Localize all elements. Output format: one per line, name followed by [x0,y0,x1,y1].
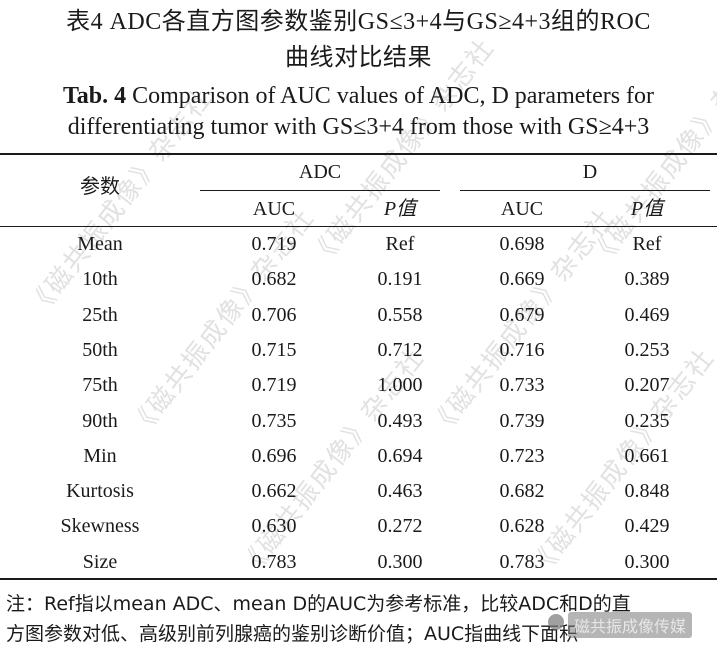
adc-auc-cell: 0.783 [251,550,297,573]
d-p-cell: 0.469 [624,303,670,326]
d-auc-cell: 0.682 [499,480,545,503]
adc-p-cell: Ref [385,233,415,255]
d-auc-cell: 0.669 [499,268,545,291]
table-title-english-line1: Tab. 4 Comparison of AUC values of ADC, … [0,81,717,112]
d-group-header: D [582,161,598,183]
adc-p-cell: 0.272 [377,515,423,538]
adc-auc-cell: 0.682 [251,268,297,291]
table-bottom-rule [0,578,717,580]
table-title-english-line1-text: Comparison of AUC values of ADC, D param… [126,83,655,109]
adc-group-rule [200,190,440,191]
d-p-cell: 0.300 [624,550,670,573]
d-auc-cell: 0.739 [499,409,545,432]
table-header-rule [0,226,717,227]
d-p-cell: 0.848 [624,480,670,503]
table-title-english: Tab. 4 Comparison of AUC values of ADC, … [0,81,717,143]
d-auc-header: AUC [500,198,544,220]
table-title-english-line2: differentiating tumor with GS≤3+4 from t… [67,114,650,140]
param-cell: 10th [82,268,118,291]
adc-p-cell: 0.558 [377,303,423,326]
d-group-rule [460,190,710,191]
d-p-header: P值 [630,198,664,220]
adc-p-cell: 0.191 [377,268,423,291]
param-cell: 75th [82,374,118,397]
d-p-cell: 0.389 [624,268,670,291]
d-p-cell: 0.429 [624,515,670,538]
d-p-cell: Ref [632,233,662,255]
brand-watermark: 磁共振成像传媒 [568,612,693,638]
adc-p-cell: 0.694 [377,444,423,467]
d-auc-cell: 0.698 [499,233,545,255]
adc-p-cell: 0.300 [377,550,423,573]
adc-auc-cell: 0.719 [251,233,297,255]
adc-p-cell: 0.463 [377,480,423,503]
table-top-rule [0,153,717,155]
adc-auc-cell: 0.630 [251,515,297,538]
wechat-icon [548,614,564,630]
adc-auc-cell: 0.696 [251,444,297,467]
adc-p-cell: 0.493 [377,409,423,432]
adc-auc-cell: 0.715 [251,338,297,361]
param-cell: 90th [82,409,118,432]
d-p-cell: 0.253 [624,338,670,361]
param-cell: Skewness [60,515,140,538]
adc-auc-cell: 0.719 [251,374,297,397]
param-cell: 25th [82,303,118,326]
table-footnote: 注：Ref指以mean ADC、mean D的AUC为参考标准，比较ADC和D的… [6,589,712,649]
d-auc-cell: 0.733 [499,374,545,397]
adc-auc-cell: 0.706 [251,303,297,326]
d-p-cell: 0.235 [624,409,670,432]
table-footnote-line2: 方图参数对低、高级别前列腺癌的鉴别诊断价值；AUC指曲线下面积 [6,623,579,645]
param-cell: Min [83,444,117,467]
d-auc-cell: 0.679 [499,303,545,326]
param-cell: Mean [77,233,123,255]
d-auc-cell: 0.716 [499,338,545,361]
adc-p-cell: 0.712 [377,338,423,361]
adc-group-header: ADC [298,161,342,183]
param-cell: Kurtosis [66,480,134,503]
table-number: Tab. 4 [62,83,127,109]
param-cell: 50th [82,338,118,361]
d-auc-cell: 0.628 [499,515,545,538]
adc-auc-cell: 0.662 [251,480,297,503]
d-auc-cell: 0.783 [499,550,545,573]
d-p-cell: 0.661 [624,444,670,467]
adc-p-cell: 1.000 [377,374,423,397]
table-title-chinese-line2: 曲线对比结果 [285,45,432,71]
adc-auc-header: AUC [252,198,296,220]
table-title-chinese: 表4 ADC各直方图参数鉴别GS≤3+4与GS≥4+3组的ROC 曲线对比结果 [0,4,717,76]
d-auc-cell: 0.723 [499,444,545,467]
adc-p-header: P值 [383,198,417,220]
adc-auc-cell: 0.735 [251,409,297,432]
table-title-chinese-line1: 表4 ADC各直方图参数鉴别GS≤3+4与GS≥4+3组的ROC [66,9,651,35]
table-footnote-line1: 注：Ref指以mean ADC、mean D的AUC为参考标准，比较ADC和D的… [6,593,631,615]
param-column-header: 参数 [80,176,120,198]
param-cell: Size [82,550,118,573]
d-p-cell: 0.207 [624,374,670,397]
